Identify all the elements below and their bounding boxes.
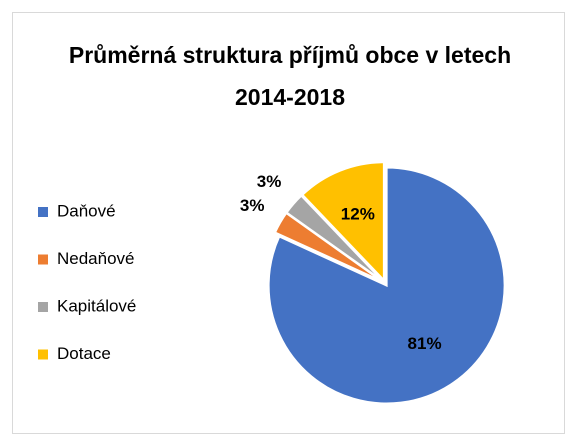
pie-slice [267,166,506,405]
data-label: 81% [408,334,442,353]
data-label: 3% [257,172,282,191]
legend-label: Dotace [57,344,111,363]
pie-slice [301,161,385,283]
data-label: 12% [341,205,375,224]
data-label: 3% [240,196,265,215]
chart-frame [12,12,565,434]
legend-swatch [38,302,48,312]
pie-slice [285,194,384,282]
legend-label: Daňové [57,201,116,220]
legend-label: Nedaňové [57,249,135,268]
legend-swatch [38,207,48,217]
chart-title: Průměrná struktura příjmů obce v letech … [68,42,512,110]
legend-swatch [38,254,48,265]
legend-label: Kapitálové [57,296,136,315]
legend-swatch [38,349,48,360]
